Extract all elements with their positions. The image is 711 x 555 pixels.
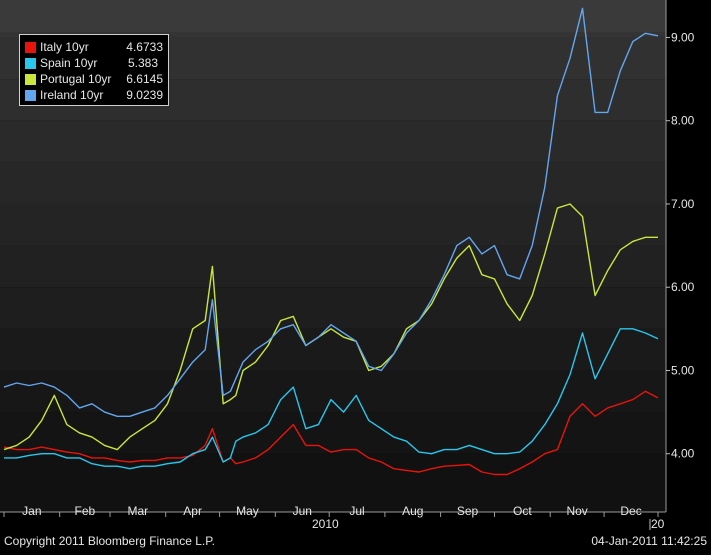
legend-swatch-spain [25, 57, 36, 69]
legend-item-portugal: Portugal 10yr 6.6145 [25, 71, 163, 87]
x-tick-label: Feb [75, 504, 96, 518]
y-tick-label: 6.00 [671, 280, 695, 294]
legend-value: 5.383 [128, 56, 159, 70]
x-tick-label: Sep [457, 504, 479, 518]
grid-band [0, 203, 666, 246]
y-tick-label: 8.00 [671, 114, 695, 128]
legend-item-spain: Spain 10yr 5.383 [25, 55, 163, 71]
x-tick-label: Dec [620, 504, 641, 518]
legend-label: Ireland 10yr [40, 88, 104, 102]
series-line-italy-10yr [3, 390, 659, 476]
grid-band [0, 412, 666, 454]
timestamp-text: 04-Jan-2011 11:42:25 [591, 534, 707, 548]
grid-band [0, 453, 666, 512]
grid-band [0, 120, 666, 163]
legend-swatch-portugal [25, 73, 36, 85]
legend-value: 4.6733 [126, 40, 163, 54]
legend-value: 6.6145 [126, 72, 163, 86]
legend-value: 9.0239 [126, 88, 163, 102]
series-line-spain-10yr [4, 328, 659, 470]
legend-label: Spain 10yr [40, 56, 98, 70]
grid-band [0, 370, 666, 413]
legend: Italy 10yr 4.6733 Spain 10yr 5.383 Portu… [19, 34, 169, 106]
x-tick-label: Aug [402, 504, 423, 518]
x-tick-label: May [236, 504, 259, 518]
legend-item-italy: Italy 10yr 4.6733 [25, 39, 163, 55]
top-band [0, 0, 666, 32]
legend-item-ireland: Ireland 10yr 9.0239 [25, 87, 163, 103]
x-tick-label: Oct [513, 504, 532, 518]
y-tick-label: 4.00 [671, 447, 695, 461]
x-tick-label: Jan [22, 504, 41, 518]
x-tick-label: Nov [566, 504, 587, 518]
grid-band [0, 162, 666, 204]
y-tick-label: 9.00 [671, 30, 695, 44]
legend-swatch-italy [25, 41, 36, 53]
legend-label: Italy 10yr [40, 40, 89, 54]
series-line-ireland-10yr [3, 7, 659, 417]
x-tick-label: Jun [293, 504, 312, 518]
grid-band [0, 328, 666, 371]
y-tick-label: 7.00 [671, 197, 695, 211]
y-tick-label: 5.00 [671, 363, 695, 377]
x-tick-label: Jul [349, 504, 364, 518]
x-tick-label: Mar [128, 504, 149, 518]
x-tick-label: Apr [183, 504, 202, 518]
grid-band [0, 287, 666, 329]
grid-band [0, 245, 666, 288]
x-axis-next-year-label: 20 [651, 517, 665, 531]
x-axis-year-label: 2010 [312, 517, 339, 531]
copyright-text: Copyright 2011 Bloomberg Finance L.P. [4, 534, 216, 548]
legend-swatch-ireland [25, 89, 36, 101]
legend-label: Portugal 10yr [40, 72, 112, 86]
